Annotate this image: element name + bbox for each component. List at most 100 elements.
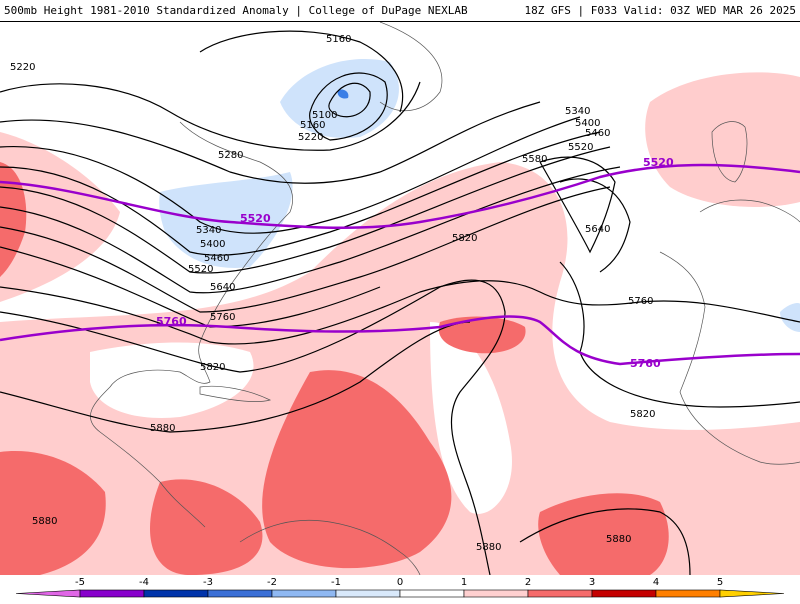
strong-positive-region: [0, 451, 106, 575]
positive-anomaly-region: [0, 132, 120, 302]
white-gap-region: [90, 342, 254, 418]
contour-label: 5520: [568, 142, 593, 153]
contour-label: 5640: [210, 282, 235, 293]
contour-label: 5640: [585, 224, 610, 235]
greenland-coastline: [379, 22, 443, 111]
model-run-info: 18Z GFS | F033 Valid: 03Z WED MAR 26 202…: [524, 4, 796, 17]
colorbar-segment: [15, 589, 81, 598]
colorbar-tick: -5: [75, 577, 85, 588]
contour-label: 5460: [204, 253, 229, 264]
highlight-label: 5520: [643, 156, 674, 169]
colorbar-tick: -3: [203, 577, 213, 588]
cuba-outline: [199, 385, 271, 402]
strong-positive-region: [150, 479, 263, 575]
contour-label: 5280: [218, 150, 243, 161]
positive-anomaly-region: [0, 162, 800, 575]
colorbar-canvas: -5 -4 -3 -2 -1 0 1 2 3 4 5: [15, 577, 785, 598]
colorbar: -5 -4 -3 -2 -1 0 1 2 3 4 5: [0, 575, 800, 600]
contour-5880-south: [519, 508, 691, 575]
contour-5280: [0, 101, 541, 184]
colorbar-tick: -1: [331, 577, 341, 588]
contour-label: 5160: [300, 120, 325, 131]
colorbar-segment: [591, 589, 657, 598]
contour-label: 5760: [628, 296, 653, 307]
contour-5400: [0, 131, 601, 256]
negative-anomaly-region: [159, 172, 293, 268]
strong-positive-region: [262, 370, 452, 569]
contour-label: 5460: [585, 128, 610, 139]
contour-labels: 5220 5160 5100 5160 5220 5280 5340 5400 …: [10, 34, 655, 553]
contour-5160-low: [309, 72, 388, 141]
map-title: 500mb Height 1981-2010 Standardized Anom…: [4, 4, 468, 17]
south-america-coastline: [239, 519, 421, 575]
contour-label: 5880: [606, 534, 631, 545]
highlight-label: 5520: [240, 212, 271, 225]
contour-label: 5760: [210, 312, 235, 323]
positive-anomaly-region: [645, 72, 800, 207]
map-area: 5220 5160 5100 5160 5220 5280 5340 5400 …: [0, 22, 800, 575]
colorbar-tick: 4: [653, 577, 659, 588]
contour-label: 5340: [196, 225, 221, 236]
contour-5160-north: [199, 30, 404, 113]
contour-5580-east: [539, 156, 616, 254]
colorbar-tick: 5: [717, 577, 723, 588]
contour-label: 5580: [522, 154, 547, 165]
europe-coastline: [699, 199, 800, 223]
highlight-label: 5760: [156, 315, 187, 328]
highlight-contour-5760: [0, 315, 800, 366]
contour-label: 5820: [452, 233, 477, 244]
strong-negative-region: [337, 89, 349, 99]
colorbar-tick: 0: [397, 577, 403, 588]
map-canvas: 5220 5160 5100 5160 5220 5280 5340 5400 …: [0, 22, 800, 575]
contour-5520: [0, 166, 621, 294]
north-america-coastline: [90, 121, 293, 528]
british-isles-outline: [711, 121, 748, 183]
contour-label: 5880: [476, 542, 501, 553]
colorbar-segment: [79, 589, 145, 598]
highlight-contours: [0, 163, 800, 366]
contour-5340: [0, 116, 581, 234]
coastlines: [90, 22, 800, 575]
anomaly-shading: [0, 58, 800, 575]
colorbar-segment: [335, 589, 401, 598]
contour-label: 5220: [298, 132, 323, 143]
highlight-labels: 5520 5520 5760 5760: [156, 156, 674, 370]
contour-label: 5400: [575, 118, 600, 129]
contour-label: 5400: [200, 239, 225, 250]
colorbar-segment: [655, 589, 721, 598]
colorbar-ticks: -5 -4 -3 -2 -1 0 1 2 3 4 5: [75, 577, 723, 588]
negative-anomaly-region: [780, 302, 800, 332]
colorbar-segment: [399, 589, 465, 598]
colorbar-segment: [271, 589, 337, 598]
contour-5580: [0, 186, 611, 313]
colorbar-tick: -4: [139, 577, 149, 588]
contour-label: 5160: [326, 34, 351, 45]
colorbar-segment: [719, 589, 785, 598]
title-bar: 500mb Height 1981-2010 Standardized Anom…: [0, 0, 800, 22]
contour-5880: [0, 321, 471, 433]
negative-anomaly-region: [280, 58, 399, 138]
contour-label: 5520: [188, 264, 213, 275]
contour-5100: [328, 82, 371, 118]
contour-label: 5340: [565, 106, 590, 117]
colorbar-segment: [527, 589, 593, 598]
colorbar-tick: 3: [589, 577, 595, 588]
colorbar-segment: [207, 589, 273, 598]
contour-label: 5100: [312, 110, 337, 121]
contour-5820-east: [559, 261, 800, 408]
colorbar-segment: [143, 589, 209, 598]
contour-label: 5880: [32, 516, 57, 527]
contour-label: 5820: [200, 362, 225, 373]
colorbar-segments: [15, 589, 785, 598]
contour-5220-north: [0, 81, 421, 151]
contour-label: 5220: [10, 62, 35, 73]
colorbar-tick: 1: [461, 577, 467, 588]
colorbar-segment: [463, 589, 529, 598]
contour-label: 5820: [630, 409, 655, 420]
strong-positive-region: [538, 493, 669, 575]
highlight-label: 5760: [630, 357, 661, 370]
africa-coastline: [659, 251, 800, 465]
highlight-contour-5520: [0, 163, 800, 230]
contour-5460: [0, 146, 611, 274]
contour-5640-east: [559, 178, 631, 273]
